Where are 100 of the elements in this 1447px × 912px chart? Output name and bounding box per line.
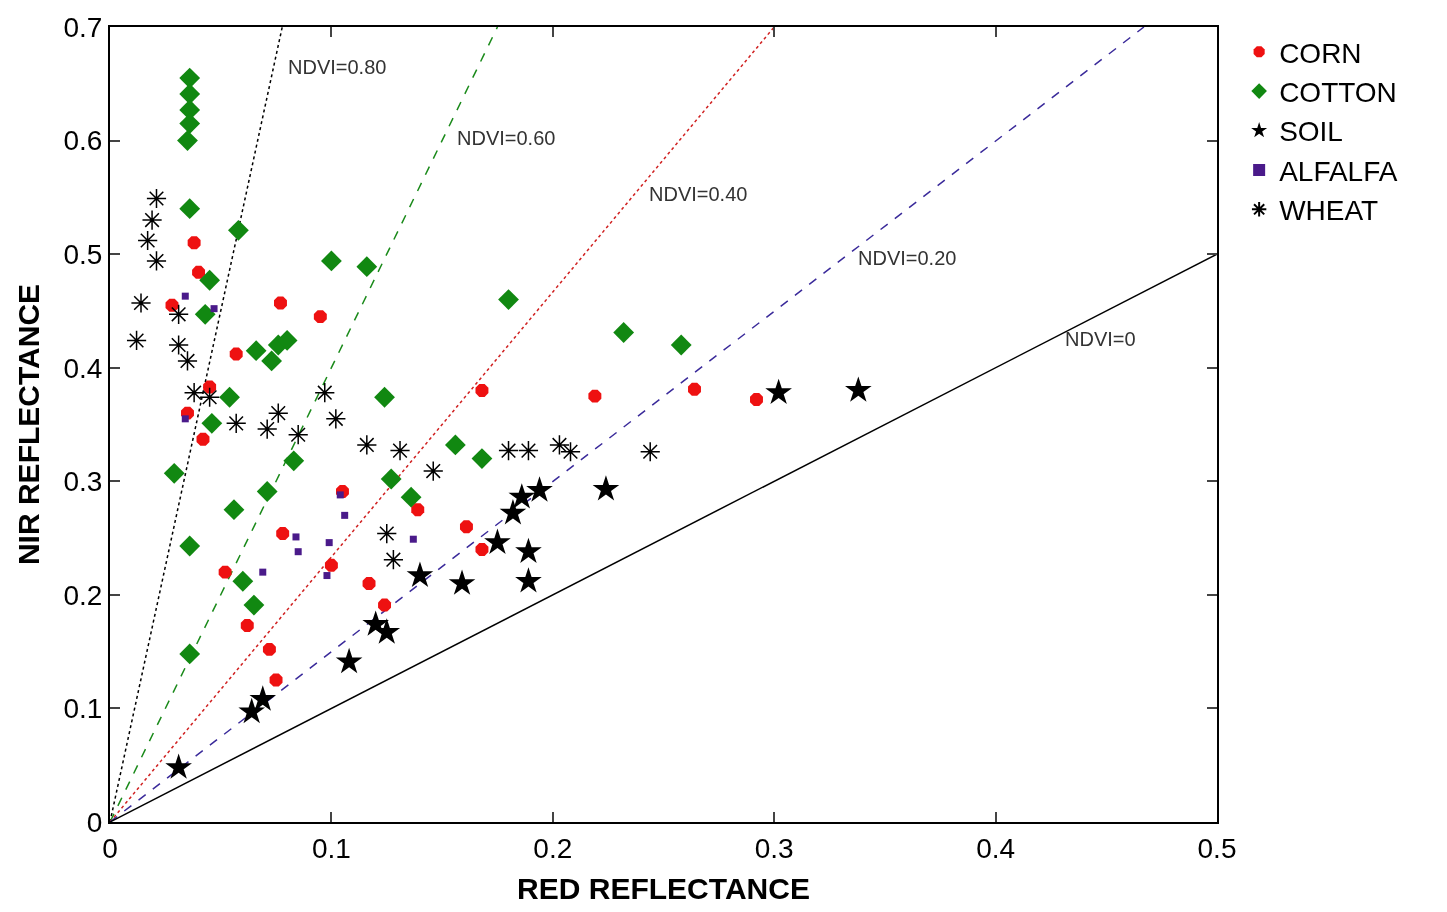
point [259, 568, 267, 576]
point [409, 535, 417, 543]
x-tick-label: 0.1 [311, 832, 351, 864]
point [406, 561, 434, 587]
point [380, 468, 402, 490]
point [400, 486, 422, 508]
point [256, 418, 278, 440]
point [179, 83, 201, 105]
y-tick-label: 0 [86, 806, 103, 838]
point [179, 643, 201, 665]
point [181, 415, 189, 423]
y-axis-title: NIR REFLECTANCE [11, 283, 45, 566]
point [168, 334, 189, 356]
point [313, 310, 327, 324]
x-tick-label: 0.5 [1197, 832, 1237, 864]
point [199, 386, 220, 408]
point [325, 539, 333, 547]
point [261, 350, 283, 372]
y-tick-label: 0.6 [63, 125, 103, 157]
point [177, 350, 198, 372]
point [146, 250, 167, 272]
point [243, 594, 265, 616]
point [378, 598, 392, 612]
x-tick-label: 0.4 [976, 832, 1016, 864]
series-label: NDVI=0.40 [649, 183, 748, 205]
point [179, 113, 201, 134]
point [475, 542, 489, 556]
point [549, 434, 570, 456]
point [219, 386, 240, 408]
point [373, 618, 401, 644]
point [249, 685, 277, 711]
point [210, 305, 218, 313]
point [146, 188, 167, 209]
point [179, 535, 201, 557]
point [639, 441, 661, 463]
point [196, 432, 210, 446]
point [177, 130, 198, 151]
point [325, 408, 347, 430]
y-tick-label: 0.1 [63, 693, 103, 725]
point [389, 440, 411, 461]
point [256, 481, 278, 502]
point [262, 642, 276, 656]
point [201, 412, 223, 434]
point [670, 334, 692, 356]
point [199, 269, 221, 291]
point [240, 619, 254, 632]
point [459, 520, 473, 534]
point [383, 549, 404, 570]
point [179, 198, 201, 220]
point [324, 558, 338, 572]
point [484, 528, 511, 554]
point [314, 382, 336, 404]
point [238, 697, 266, 724]
point [515, 537, 542, 564]
point [592, 475, 620, 501]
point [526, 476, 553, 502]
point [126, 330, 147, 351]
point [130, 292, 152, 314]
y-tick-label: 0.7 [63, 11, 103, 43]
point [845, 376, 872, 402]
point [292, 533, 300, 541]
series-label: NDVI=0.80 [288, 56, 387, 78]
point [411, 503, 425, 517]
point [183, 382, 205, 404]
point [245, 340, 267, 362]
point [323, 572, 331, 580]
point [560, 441, 581, 463]
point [181, 292, 189, 300]
legend-label: CORN [1279, 37, 1362, 69]
y-tick-label: 0.5 [63, 238, 103, 270]
legend-label: SOIL [1279, 116, 1343, 148]
point [276, 527, 290, 540]
point [356, 434, 378, 456]
point [498, 289, 519, 310]
point [765, 378, 792, 405]
point [141, 209, 163, 231]
point [283, 450, 305, 472]
point [137, 230, 158, 251]
legend-label: WHEAT [1279, 195, 1379, 227]
point [508, 483, 536, 509]
point [229, 347, 243, 361]
point [356, 256, 378, 278]
point [163, 462, 185, 484]
point [613, 322, 635, 343]
point [228, 219, 249, 241]
point [223, 499, 245, 521]
point [274, 296, 287, 310]
point [267, 402, 289, 424]
series-label: NDVI=0.20 [858, 247, 957, 269]
point [448, 569, 476, 595]
point [471, 448, 493, 469]
legend-label: ALFALFA [1279, 155, 1398, 187]
point [225, 413, 247, 434]
point [269, 673, 283, 687]
point [422, 460, 444, 482]
point [192, 265, 206, 279]
y-tick-label: 0.4 [63, 352, 103, 384]
point [374, 386, 395, 408]
point [515, 567, 542, 593]
point [179, 67, 201, 89]
